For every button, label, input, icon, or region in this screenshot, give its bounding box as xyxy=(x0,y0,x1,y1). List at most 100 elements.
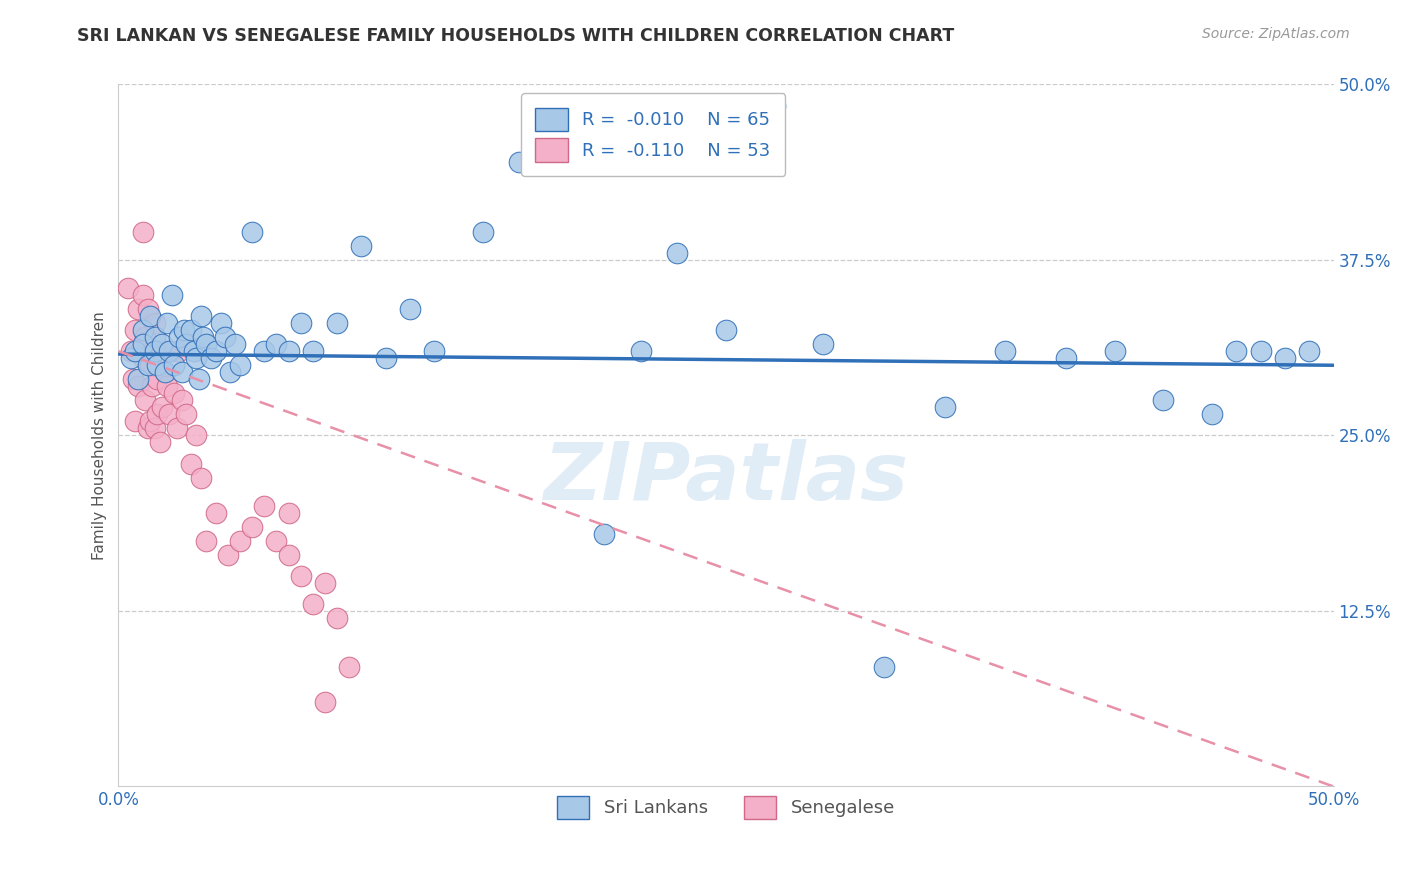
Point xyxy=(136,421,159,435)
Point xyxy=(180,457,202,471)
Point xyxy=(167,330,190,344)
Point xyxy=(150,337,173,351)
Point xyxy=(326,611,349,625)
Point xyxy=(124,323,146,337)
Point xyxy=(124,344,146,359)
Point xyxy=(763,98,786,112)
Point xyxy=(224,337,246,351)
Point xyxy=(472,225,495,239)
Point xyxy=(132,323,155,337)
Point xyxy=(139,358,162,372)
Point xyxy=(1298,344,1320,359)
Point xyxy=(204,506,226,520)
Point xyxy=(934,401,956,415)
Point xyxy=(190,470,212,484)
Point xyxy=(229,358,252,372)
Point xyxy=(873,660,896,674)
Point xyxy=(176,408,198,422)
Point xyxy=(544,154,567,169)
Point xyxy=(314,695,336,709)
Point xyxy=(350,239,373,253)
Point xyxy=(132,351,155,366)
Point xyxy=(132,337,155,351)
Point xyxy=(186,351,208,366)
Point xyxy=(1225,344,1247,359)
Point xyxy=(290,316,312,330)
Point xyxy=(204,344,226,359)
Point xyxy=(127,302,149,317)
Point xyxy=(290,569,312,583)
Legend: Sri Lankans, Senegalese: Sri Lankans, Senegalese xyxy=(543,781,910,834)
Point xyxy=(266,337,288,351)
Point xyxy=(811,337,834,351)
Point xyxy=(630,344,652,359)
Point xyxy=(1152,393,1174,408)
Point xyxy=(277,344,299,359)
Point xyxy=(994,344,1017,359)
Point xyxy=(149,435,172,450)
Point xyxy=(1104,344,1126,359)
Y-axis label: Family Households with Children: Family Households with Children xyxy=(93,311,107,560)
Point xyxy=(170,365,193,379)
Point xyxy=(593,526,616,541)
Point xyxy=(277,506,299,520)
Point xyxy=(714,323,737,337)
Point xyxy=(209,316,232,330)
Point xyxy=(146,372,169,386)
Point xyxy=(214,330,236,344)
Point xyxy=(143,344,166,359)
Point xyxy=(253,344,276,359)
Point xyxy=(194,337,217,351)
Point xyxy=(423,344,446,359)
Point xyxy=(139,414,162,428)
Point xyxy=(399,302,422,317)
Point xyxy=(337,660,360,674)
Point xyxy=(160,288,183,302)
Point xyxy=(180,323,202,337)
Point xyxy=(141,379,163,393)
Point xyxy=(302,344,325,359)
Point xyxy=(127,372,149,386)
Text: Source: ZipAtlas.com: Source: ZipAtlas.com xyxy=(1202,27,1350,41)
Point xyxy=(314,575,336,590)
Point xyxy=(127,379,149,393)
Point xyxy=(219,365,242,379)
Point xyxy=(508,154,530,169)
Point xyxy=(193,330,215,344)
Point xyxy=(146,408,169,422)
Point xyxy=(277,548,299,562)
Point xyxy=(139,309,162,323)
Point xyxy=(176,337,198,351)
Point xyxy=(143,421,166,435)
Point xyxy=(153,365,176,379)
Point xyxy=(187,372,209,386)
Point xyxy=(253,499,276,513)
Point xyxy=(302,597,325,611)
Point xyxy=(1274,351,1296,366)
Point xyxy=(217,548,239,562)
Point xyxy=(1054,351,1077,366)
Point xyxy=(132,225,155,239)
Point xyxy=(173,323,195,337)
Point xyxy=(240,519,263,533)
Point xyxy=(200,351,222,366)
Point xyxy=(156,316,179,330)
Point xyxy=(134,330,156,344)
Point xyxy=(132,288,155,302)
Point xyxy=(163,358,186,372)
Point xyxy=(141,344,163,359)
Point xyxy=(150,401,173,415)
Point xyxy=(186,428,208,442)
Point xyxy=(124,414,146,428)
Point xyxy=(183,344,205,359)
Point xyxy=(159,344,181,359)
Point xyxy=(156,379,179,393)
Point xyxy=(134,393,156,408)
Point xyxy=(160,344,183,359)
Point xyxy=(666,246,689,260)
Point xyxy=(167,344,190,359)
Point xyxy=(1250,344,1272,359)
Point xyxy=(153,365,176,379)
Point xyxy=(326,316,349,330)
Point xyxy=(136,358,159,372)
